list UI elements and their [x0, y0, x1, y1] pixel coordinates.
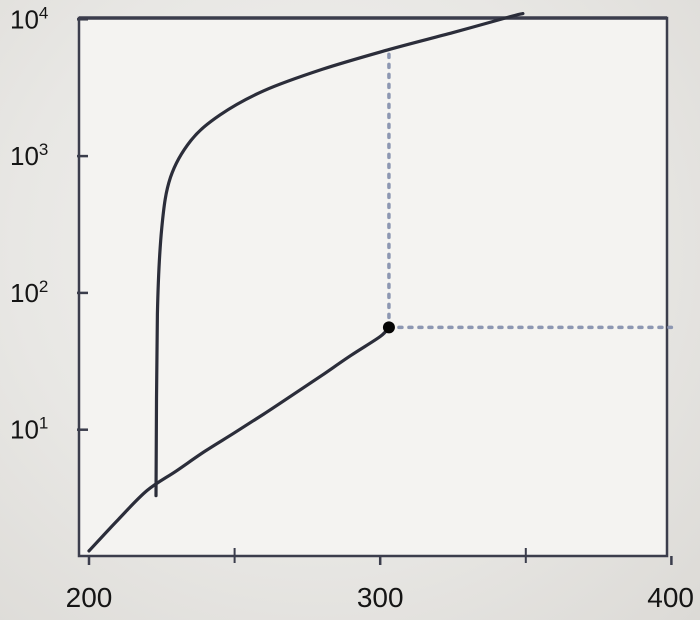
y-tick-label: 101 [10, 414, 48, 445]
x-tick-label: 400 [647, 582, 694, 613]
series-line [154, 12, 525, 498]
y-tick-label: 102 [10, 277, 48, 308]
series-line [87, 325, 391, 553]
plot-frame [77, 16, 669, 558]
x-tick-label: 200 [66, 582, 113, 613]
x-tick-label: 300 [357, 582, 404, 613]
y-tick-label: 103 [10, 140, 48, 171]
y-tick-label: 104 [10, 3, 48, 34]
data-point-marker [382, 321, 395, 334]
